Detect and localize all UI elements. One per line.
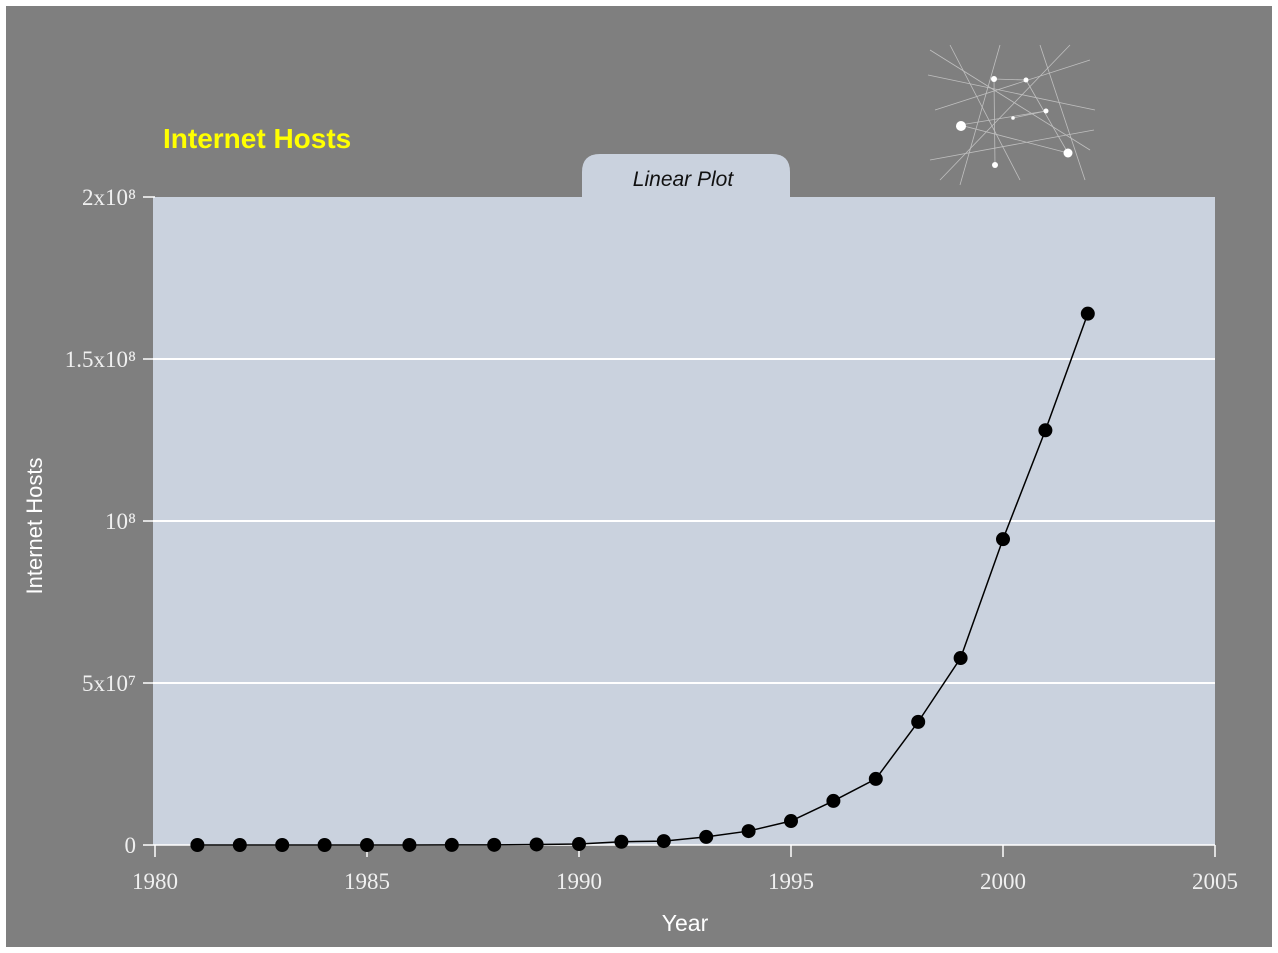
- x-tick-label: 1990: [556, 869, 602, 894]
- series-line: [197, 313, 1089, 846]
- y-tick-label: 0: [125, 833, 137, 858]
- tab: [582, 154, 790, 197]
- x-tick-label: 1985: [344, 869, 390, 894]
- y-tick-label: 1.5x10⁸: [65, 347, 136, 372]
- data-point: [614, 834, 629, 849]
- data-point: [699, 829, 714, 844]
- y-tick-label: 10⁸: [105, 509, 136, 534]
- y-tick-label: 5x10⁷: [82, 671, 136, 696]
- data-point: [826, 793, 841, 808]
- data-point: [868, 771, 883, 786]
- data-point: [911, 714, 926, 729]
- chart-title: Internet Hosts: [163, 123, 351, 154]
- data-point: [784, 814, 798, 829]
- data-point: [529, 837, 544, 852]
- data-point: [190, 837, 205, 852]
- x-tick-label: 1995: [768, 869, 814, 894]
- data-point: [402, 837, 417, 852]
- network-nodes: [956, 76, 1073, 168]
- subtitle: Linear Plot: [633, 168, 735, 191]
- x-axis-label: Year: [662, 910, 709, 936]
- data-point: [317, 837, 332, 852]
- data-point: [996, 532, 1010, 547]
- data-point: [741, 824, 756, 839]
- data-point: [1038, 423, 1053, 438]
- data-point: [572, 837, 586, 852]
- data-point: [1080, 306, 1095, 321]
- data-point: [487, 837, 502, 852]
- x-tick-label: 2000: [980, 869, 1026, 894]
- data-point: [444, 837, 459, 852]
- data-point: [275, 837, 290, 852]
- network-decoration: [927, 44, 1096, 186]
- x-tick-label: 1980: [132, 869, 178, 894]
- data-point: [656, 834, 671, 849]
- data-point: [360, 837, 374, 852]
- data-point: [232, 837, 247, 852]
- data-point: [953, 651, 968, 666]
- y-tick-label: 2x10⁸: [82, 185, 136, 210]
- y-axis-label: Internet Hosts: [22, 458, 47, 595]
- x-tick-label: 2005: [1192, 869, 1238, 894]
